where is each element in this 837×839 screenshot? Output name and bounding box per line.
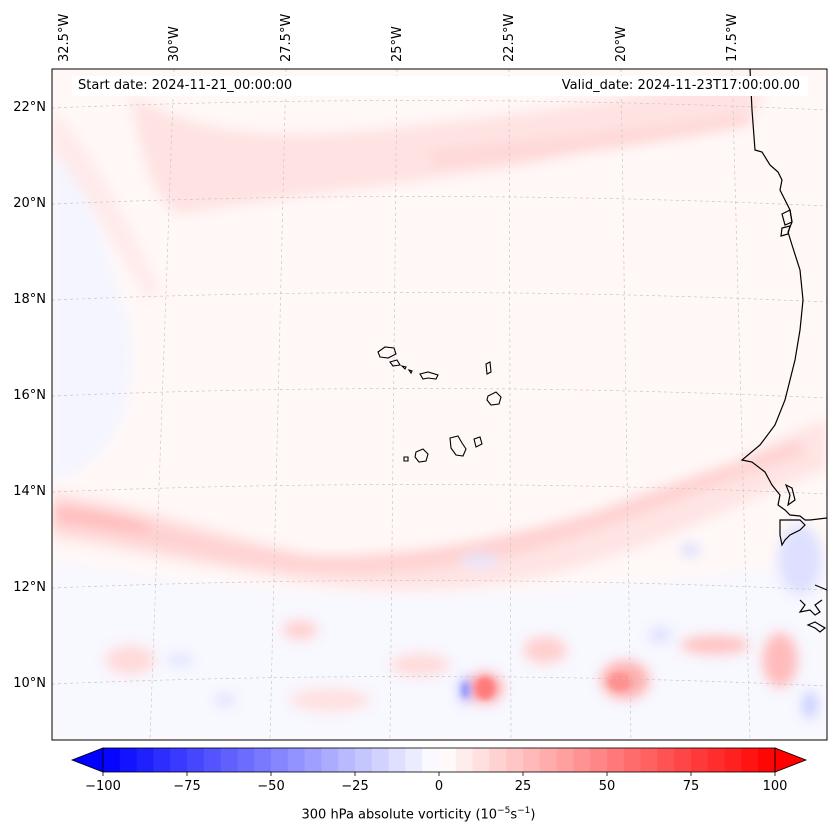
colorbar: −100 −75 −50 −25 0 25 50 75 100 [70, 747, 808, 794]
colorbar-segment [119, 748, 138, 772]
colorbar-segment [506, 748, 524, 772]
colorbar-tick-label: −100 [85, 779, 121, 794]
colorbar-tick-label: −50 [257, 779, 284, 794]
lat-label: 20°N [13, 196, 46, 211]
lon-label: 30°W [167, 26, 182, 62]
colorbar-segment [103, 748, 121, 772]
colorbar-fill [103, 748, 776, 772]
colorbar-segment [237, 748, 255, 772]
colorbar-segment [321, 748, 339, 772]
colorbar-tick-label: 50 [599, 779, 616, 794]
lat-label: 22°N [13, 100, 46, 115]
colorbar-segment [371, 748, 390, 772]
cape-verde-islands [377, 346, 502, 463]
colorbar-segment [405, 748, 423, 772]
colorbar-segment [523, 748, 541, 772]
colorbar-min-arrow [70, 747, 104, 773]
colorbar-unit-prefix: (10 [475, 807, 498, 823]
colorbar-segment [539, 748, 558, 772]
colorbar-tick-label: 75 [683, 779, 700, 794]
map-frame [51, 68, 828, 741]
colorbar-segment [472, 748, 490, 772]
lat-label: 10°N [13, 676, 46, 691]
latitude-labels: 22°N 20°N 18°N 16°N 14°N 12°N 10°N [13, 100, 46, 691]
colorbar-segment [388, 748, 406, 772]
colorbar-segment [724, 748, 742, 772]
lat-label: 12°N [13, 580, 46, 595]
colorbar-segment [607, 748, 625, 772]
lon-label: 32.5°W [57, 14, 72, 62]
colorbar-segment [338, 748, 356, 772]
colorbar-segment [741, 748, 759, 772]
colorbar-segment [304, 748, 322, 772]
colorbar-tick-label: 25 [515, 779, 532, 794]
coastline [740, 69, 827, 633]
colorbar-segment [203, 748, 222, 772]
colorbar-segment [556, 748, 574, 772]
lon-label: 20°W [614, 26, 629, 62]
lon-label: 27.5°W [279, 14, 294, 62]
colorbar-segment [758, 748, 776, 772]
lat-label: 14°N [13, 484, 46, 499]
vorticity-field [52, 69, 827, 740]
colorbar-segment [590, 748, 608, 772]
longitude-labels: 32.5°W 30°W 27.5°W 25°W 22.5°W 20°W 17.5… [57, 14, 740, 62]
colorbar-segment [187, 748, 205, 772]
colorbar-variable: 300 hPa absolute vorticity [301, 807, 472, 823]
colorbar-segment [640, 748, 658, 772]
colorbar-max-arrow [774, 747, 808, 773]
lon-label: 17.5°W [725, 14, 740, 62]
colorbar-segment [220, 748, 238, 772]
colorbar-segment [674, 748, 692, 772]
colorbar-segment [170, 748, 188, 772]
graticule [52, 69, 827, 740]
colorbar-segment [355, 748, 373, 772]
colorbar-segment [489, 748, 507, 772]
colorbar-segment [136, 748, 154, 772]
colorbar-tick-label: 100 [763, 779, 788, 794]
colorbar-unit-exp2: −1 [517, 806, 531, 816]
colorbar-segment [573, 748, 591, 772]
colorbar-segment [455, 748, 474, 772]
valid-date-label: Valid_date: 2024-11-23T17:00:00.00 [372, 76, 808, 96]
colorbar-segment [707, 748, 726, 772]
lat-label: 16°N [13, 388, 46, 403]
colorbar-tick-label: 0 [435, 779, 443, 794]
lon-label: 22.5°W [502, 14, 517, 62]
colorbar-segment [422, 748, 440, 772]
colorbar-segment [271, 748, 289, 772]
colorbar-segment [287, 748, 306, 772]
colorbar-tick-label: −25 [341, 779, 368, 794]
start-date-label: Start date: 2024-11-21_00:00:00 [72, 76, 378, 96]
colorbar-tick-label: −75 [173, 779, 200, 794]
colorbar-ticks: −100 −75 −50 −25 0 25 50 75 100 [85, 772, 787, 794]
colorbar-segment [691, 748, 709, 772]
colorbar-title: 300 hPa absolute vorticity (10−5s−1) [0, 806, 837, 822]
colorbar-segment [657, 748, 675, 772]
colorbar-segment [439, 748, 457, 772]
colorbar-unit-mid: s [510, 807, 518, 823]
colorbar-segment [623, 748, 642, 772]
colorbar-segment [254, 748, 272, 772]
lat-label: 18°N [13, 292, 46, 307]
lon-label: 25°W [390, 26, 405, 62]
colorbar-unit-suffix: ) [530, 807, 536, 823]
colorbar-segment [153, 748, 171, 772]
colorbar-unit-exp1: −5 [497, 806, 511, 816]
valid-date-text: Valid_date: 2024-11-23T17:00:00.00 [561, 78, 800, 93]
